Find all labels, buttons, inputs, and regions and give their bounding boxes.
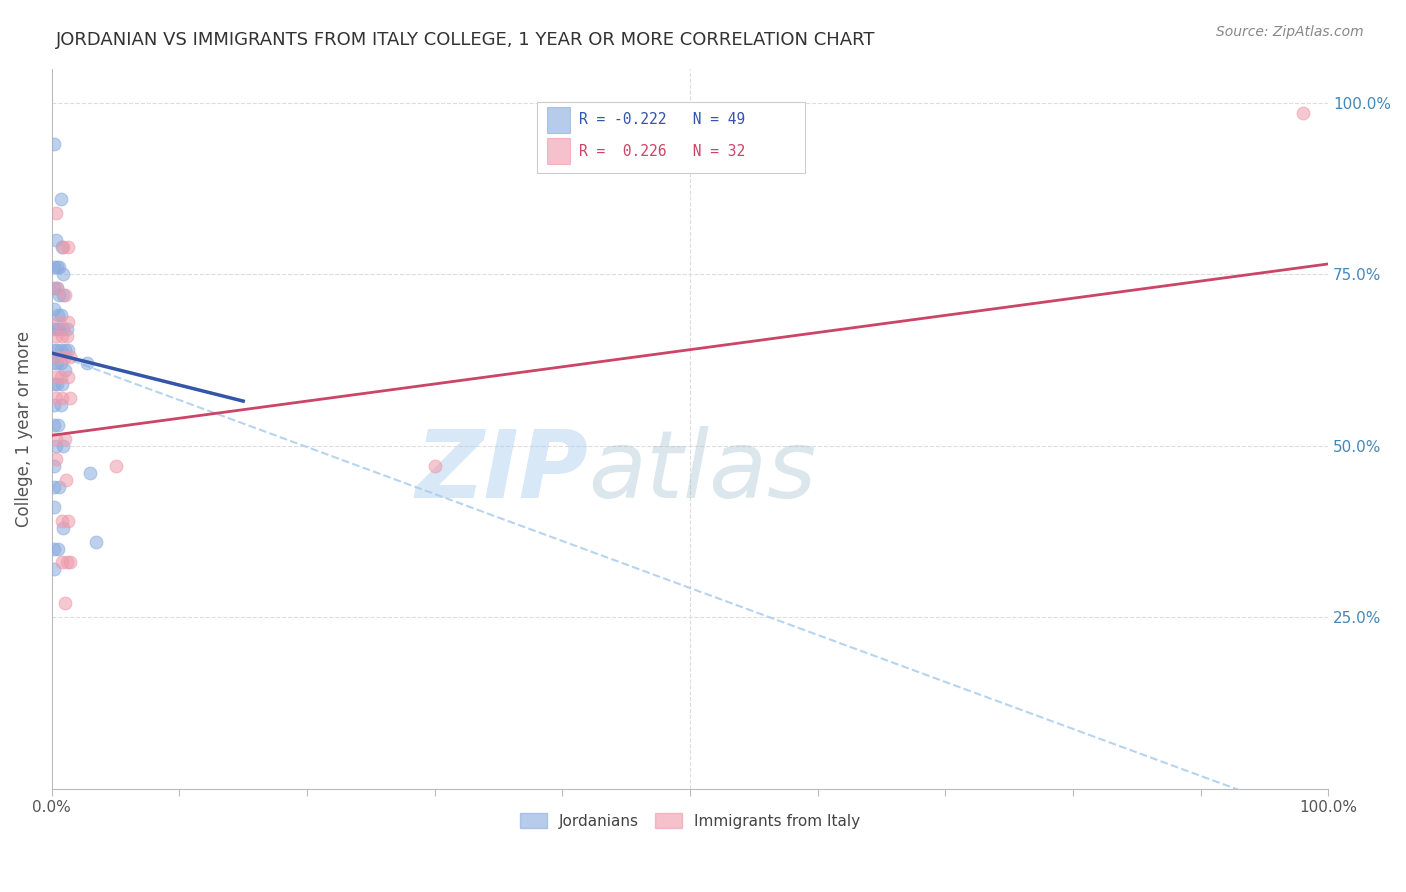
Point (44, 541, 66, 556)
Point (51, 240, 73, 254)
Point (59, 350, 82, 364)
Point (59, 391, 82, 405)
Legend: Jordanians, Immigrants from Italy: Jordanians, Immigrants from Italy (513, 806, 866, 835)
Point (48, 315, 70, 329)
Point (56, 555, 79, 569)
Point (45, 439, 67, 453)
FancyBboxPatch shape (537, 103, 804, 173)
Point (58, 343, 80, 357)
Point (44, 500, 66, 515)
Point (49, 192, 72, 206)
Point (1291, 106, 1313, 120)
Point (45, 370, 67, 384)
Point (49, 398, 72, 412)
Point (52, 322, 75, 336)
Point (53, 343, 76, 357)
Point (44, 459, 66, 474)
Point (45, 329, 67, 343)
Point (52, 439, 75, 453)
Point (48, 322, 70, 336)
Point (86, 534, 108, 549)
Point (44, 136, 66, 151)
Point (45, 343, 67, 357)
Point (51, 391, 73, 405)
Point (45, 260, 67, 275)
Point (44, 343, 66, 357)
Point (58, 514, 80, 528)
Text: R =  0.226   N = 32: R = 0.226 N = 32 (579, 144, 745, 159)
Point (44, 260, 66, 275)
Point (59, 555, 82, 569)
Text: Source: ZipAtlas.com: Source: ZipAtlas.com (1216, 25, 1364, 39)
Point (79, 466, 101, 480)
Point (44, 281, 66, 295)
Point (49, 309, 72, 323)
Point (49, 370, 72, 384)
Point (45, 376, 67, 391)
Point (56, 329, 79, 343)
Point (58, 370, 80, 384)
Point (46, 418, 69, 433)
Point (46, 309, 69, 323)
Bar (547, 107, 569, 133)
Point (45, 281, 67, 295)
Point (52, 240, 75, 254)
Point (44, 562, 66, 576)
Point (45, 452, 67, 467)
Point (44, 418, 66, 433)
Point (76, 356, 98, 370)
Point (44, 480, 66, 494)
Point (53, 596, 76, 610)
Bar (547, 138, 569, 164)
Point (104, 459, 127, 474)
Point (45, 356, 67, 370)
Point (55, 473, 77, 487)
Point (58, 315, 80, 329)
Point (53, 363, 76, 377)
Text: atlas: atlas (588, 426, 815, 517)
Point (46, 541, 69, 556)
Point (45, 322, 67, 336)
Point (49, 343, 72, 357)
Point (44, 356, 66, 370)
Point (44, 322, 66, 336)
Point (45, 350, 67, 364)
Text: JORDANIAN VS IMMIGRANTS FROM ITALY COLLEGE, 1 YEAR OR MORE CORRELATION CHART: JORDANIAN VS IMMIGRANTS FROM ITALY COLLE… (56, 31, 876, 49)
Point (56, 322, 79, 336)
Point (51, 376, 73, 391)
Point (51, 329, 73, 343)
Point (53, 288, 76, 302)
Point (45, 233, 67, 247)
Point (44, 376, 66, 391)
Text: ZIP: ZIP (415, 425, 588, 517)
Point (44, 301, 66, 316)
Point (48, 480, 70, 494)
Point (52, 267, 75, 281)
Point (53, 350, 76, 364)
Point (52, 521, 75, 535)
Point (58, 240, 80, 254)
Point (51, 514, 73, 528)
Point (45, 391, 67, 405)
Point (45, 205, 67, 219)
Point (45, 432, 67, 446)
Point (52, 288, 75, 302)
Text: R = -0.222   N = 49: R = -0.222 N = 49 (579, 112, 745, 128)
Point (423, 459, 446, 474)
Point (48, 288, 70, 302)
Point (49, 356, 72, 370)
Point (44, 398, 66, 412)
Point (48, 260, 70, 275)
Y-axis label: College, 1 year or more: College, 1 year or more (15, 330, 32, 526)
Point (45, 281, 67, 295)
Point (53, 432, 76, 446)
Point (51, 555, 73, 569)
